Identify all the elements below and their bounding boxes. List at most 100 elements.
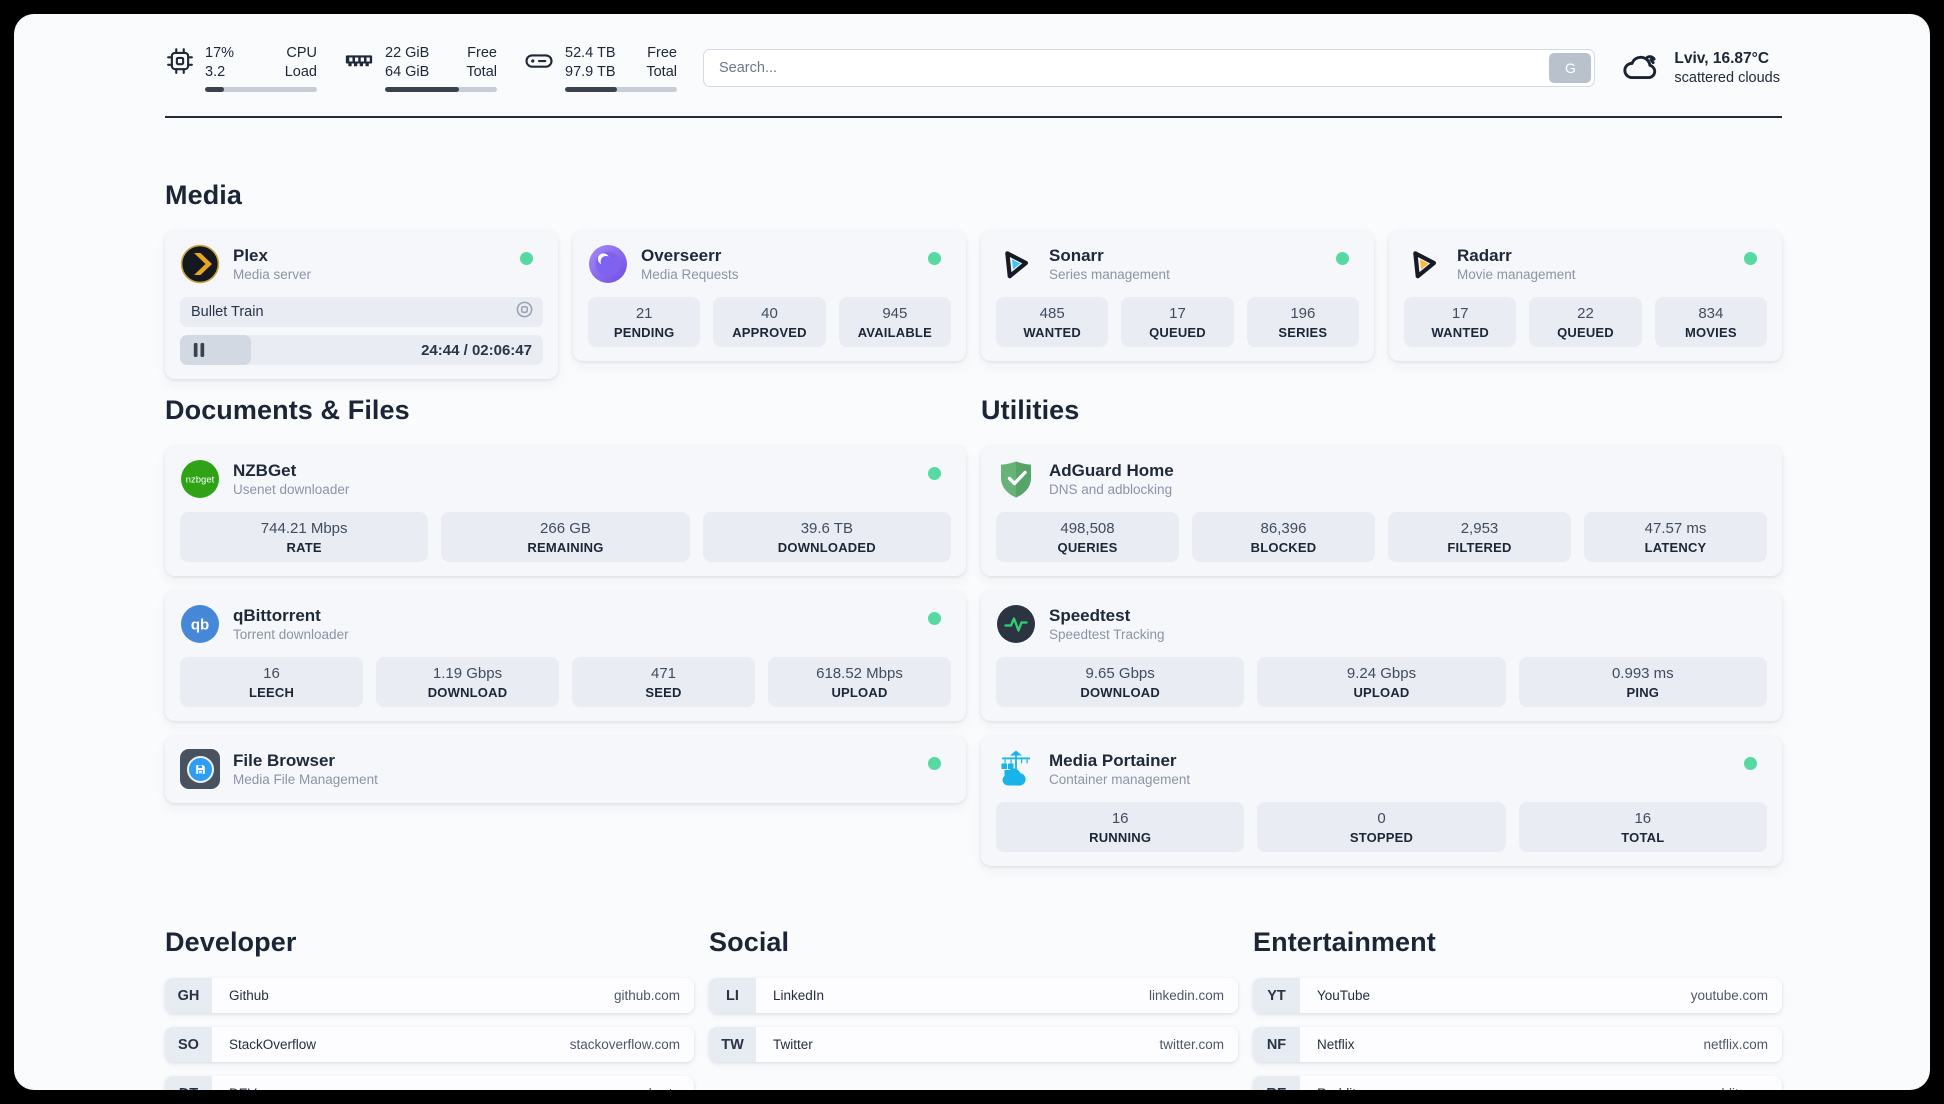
stat-wanted: 17 WANTED <box>1404 297 1517 348</box>
bookmark-name: StackOverflow <box>229 1037 317 1053</box>
app-card-overseerr[interactable]: Overseerr Media Requests 21 PENDING 40 A… <box>573 231 966 362</box>
disk-total-value: 97.9 TB <box>565 64 616 81</box>
stat-leech: 16 LEECH <box>180 657 363 708</box>
status-online-dot <box>1336 252 1349 266</box>
pause-button[interactable] <box>191 341 207 359</box>
status-online-dot <box>1744 252 1757 266</box>
bookmark-netflix[interactable]: NF Netflix netflix.com <box>1253 1027 1782 1063</box>
stat-pending: 21 PENDING <box>588 297 701 348</box>
disk-total-label: Total <box>646 64 677 81</box>
stat-ping: 0.993 ms PING <box>1518 657 1767 708</box>
app-name: qBittorrent <box>233 605 321 625</box>
weather-widget: Lviv, 16.87°C scattered clouds <box>1621 48 1782 89</box>
adguard-icon <box>996 459 1036 499</box>
disk-progress-fill <box>565 87 617 93</box>
app-card-filebrowser[interactable]: File Browser Media File Management <box>165 736 966 804</box>
app-subtitle: Torrent downloader <box>233 627 349 643</box>
app-subtitle: Media server <box>233 267 312 283</box>
plex-icon <box>180 244 220 284</box>
hard-drive-icon <box>523 46 555 81</box>
speedtest-icon <box>996 604 1036 644</box>
cpu-load-value: 3.2 <box>205 64 226 81</box>
cpu-load-label: Load <box>284 64 317 81</box>
bookmark-stackoverflow[interactable]: SO StackOverflow stackoverflow.com <box>165 1027 694 1063</box>
weather-location: Lviv, 16.87°C <box>1674 49 1770 67</box>
app-card-radarr[interactable]: Radarr Movie management 17 WANTED 22 QUE… <box>1389 231 1782 362</box>
stat-rate: 744.21 Mbps RATE <box>180 512 429 563</box>
search-input[interactable] <box>703 49 1596 88</box>
playback-progress-fill <box>180 335 251 366</box>
app-card-nzbget[interactable]: nzbget NZBGet Usenet downloader 744.21 M… <box>165 446 966 577</box>
stat-seed: 471 SEED <box>572 657 755 708</box>
section-title-documents: Documents & Files <box>165 395 410 426</box>
playback-progress-bar: 24:44 / 02:06:47 <box>180 335 543 366</box>
app-card-qbittorrent[interactable]: qb qBittorrent Torrent downloader 16 LEE… <box>165 591 966 722</box>
ram-icon <box>343 46 375 81</box>
system-stats: 17% 3.2 CPU Load <box>165 44 677 93</box>
disk-progress-bar <box>565 87 677 93</box>
stat-latency: 47.57 ms LATENCY <box>1584 512 1767 563</box>
app-name: Speedtest <box>1049 605 1131 625</box>
memory-free-value: 22 GiB <box>385 45 430 61</box>
disk-stat: 52.4 TB 97.9 TB Free Total <box>523 44 677 93</box>
cpu-usage-value: 17% <box>205 45 235 61</box>
app-name: Overseerr <box>641 245 722 265</box>
app-card-adguard[interactable]: AdGuard Home DNS and adblocking 498,508 … <box>981 446 1782 577</box>
section-title-media: Media <box>165 180 243 211</box>
stat-available: 945 AVAILABLE <box>838 297 951 348</box>
app-subtitle: Media Requests <box>641 267 739 283</box>
bookmark-name: Twitter <box>773 1037 813 1053</box>
section-developer: Developer GH Github github.com SO StackO… <box>165 927 694 1090</box>
sonarr-icon <box>996 244 1036 284</box>
stat-total: 16 TOTAL <box>1518 802 1767 853</box>
session-lens-icon[interactable] <box>515 300 534 324</box>
weather-condition: scattered clouds <box>1674 69 1780 86</box>
bookmark-abbr: NF <box>1253 1027 1300 1063</box>
status-online-dot <box>928 252 941 266</box>
bookmark-abbr: SO <box>165 1027 212 1063</box>
top-bar: 17% 3.2 CPU Load <box>165 44 1782 93</box>
svg-text:nzbget: nzbget <box>186 475 215 486</box>
memory-stat: 22 GiB 64 GiB Free Total <box>343 44 497 93</box>
memory-progress-fill <box>385 87 459 93</box>
memory-free-label: Free <box>467 45 497 61</box>
memory-progress-bar <box>385 87 497 93</box>
status-online-dot <box>1744 757 1757 771</box>
stat-series: 196 SERIES <box>1246 297 1359 348</box>
app-name: AdGuard Home <box>1049 460 1174 480</box>
disk-free-label: Free <box>647 45 677 61</box>
bookmark-dev[interactable]: DT DEV dev.to <box>165 1076 694 1090</box>
app-subtitle: Series management <box>1049 267 1170 283</box>
stat-wanted: 485 WANTED <box>996 297 1109 348</box>
bookmark-url: stackoverflow.com <box>569 1037 680 1053</box>
section-media: Media Plex Media server <box>165 180 1782 380</box>
nzbget-icon: nzbget <box>180 459 220 499</box>
app-card-speedtest[interactable]: Speedtest Speedtest Tracking 9.65 Gbps D… <box>981 591 1782 722</box>
bookmark-youtube[interactable]: YT YouTube youtube.com <box>1253 978 1782 1014</box>
app-card-plex[interactable]: Plex Media server Bullet Train <box>165 231 558 380</box>
bookmark-reddit[interactable]: RE Reddit reddit.com <box>1253 1076 1782 1090</box>
section-utilities: Utilities AdGuard Home DNS and adblockin… <box>981 395 1782 881</box>
app-name: Plex <box>233 245 268 265</box>
app-card-sonarr[interactable]: Sonarr Series management 485 WANTED 17 Q… <box>981 231 1374 362</box>
bookmark-url: netflix.com <box>1703 1037 1768 1053</box>
bookmark-twitter[interactable]: TW Twitter twitter.com <box>709 1027 1238 1063</box>
app-card-portainer[interactable]: Media Portainer Container management 16 … <box>981 736 1782 867</box>
stat-upload: 618.52 Mbps UPLOAD <box>768 657 951 708</box>
bookmark-abbr: RE <box>1253 1076 1300 1090</box>
cpu-chip-icon <box>165 46 195 81</box>
section-title-entertainment: Entertainment <box>1253 927 1436 958</box>
bookmark-github[interactable]: GH Github github.com <box>165 978 694 1014</box>
section-title-developer: Developer <box>165 927 297 958</box>
bookmark-abbr: TW <box>709 1027 756 1063</box>
app-name: Sonarr <box>1049 245 1104 265</box>
app-subtitle: Speedtest Tracking <box>1049 627 1165 643</box>
search-bar: G <box>703 49 1596 88</box>
bookmark-linkedin[interactable]: LI LinkedIn linkedin.com <box>709 978 1238 1014</box>
search-go-button[interactable]: G <box>1549 53 1592 84</box>
cloud-icon <box>1621 48 1661 89</box>
bookmark-name: Netflix <box>1317 1037 1355 1053</box>
stat-queries: 498,508 QUERIES <box>996 512 1179 563</box>
app-subtitle: DNS and adblocking <box>1049 482 1173 498</box>
stat-movies: 834 MOVIES <box>1654 297 1767 348</box>
